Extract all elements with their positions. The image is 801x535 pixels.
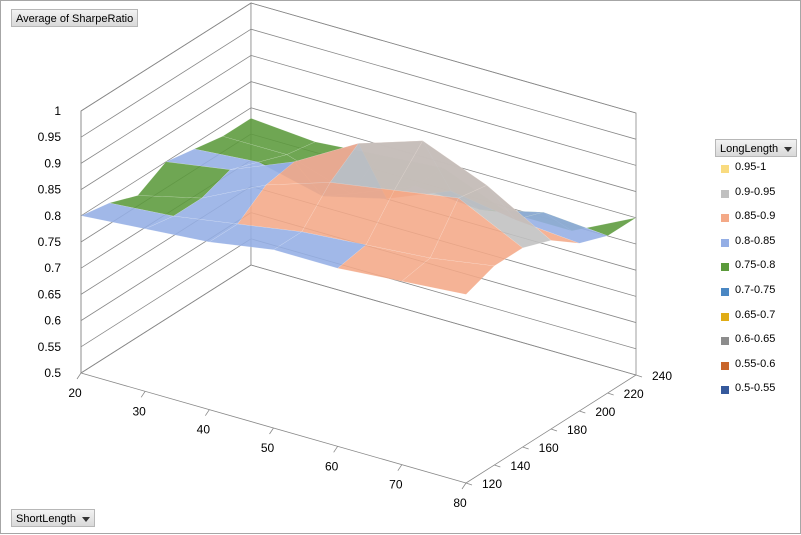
surface-mesh xyxy=(80,118,637,295)
legend-item: 0.8-0.85 xyxy=(719,235,799,260)
values-field-button[interactable]: Average of SharpeRatio xyxy=(11,9,139,27)
surface-patch xyxy=(514,211,609,244)
x-tick-label: 30 xyxy=(132,404,146,418)
axis-field-label: ShortLength xyxy=(16,513,76,525)
legend-label: 0.8-0.85 xyxy=(735,234,776,247)
legend-swatch xyxy=(721,165,729,173)
y-tick-mark xyxy=(607,392,614,396)
legend: 0.95-1 0.9-0.95 0.85-0.9 0.8-0.85 0.75-0.8 0.… xyxy=(719,161,799,407)
x-tick-label: 70 xyxy=(389,478,403,492)
legend-label: 0.7-0.75 xyxy=(735,283,776,296)
chevron-down-icon xyxy=(81,516,90,522)
x-tick-label: 20 xyxy=(68,386,82,400)
z-tick-label: 0.6 xyxy=(44,314,61,328)
z-tick-label: 0.9 xyxy=(44,156,61,170)
gridline xyxy=(80,264,637,376)
legend-field-label: LongLength xyxy=(720,143,779,155)
y-tick-mark xyxy=(635,374,643,378)
legend-item: 0.95-1 xyxy=(719,161,799,186)
legend-swatch xyxy=(721,263,729,272)
z-tick-label: 0.75 xyxy=(38,235,62,249)
surface-patch xyxy=(401,257,495,295)
legend-swatch xyxy=(721,287,729,296)
gridline xyxy=(80,107,637,219)
x-tick-mark xyxy=(205,409,210,416)
legend-label: 0.95-1 xyxy=(735,161,767,173)
legend-swatch xyxy=(721,361,729,370)
z-tick-label: 0.7 xyxy=(44,261,61,275)
legend-label: 0.55-0.6 xyxy=(735,357,776,370)
y-tick-label: 120 xyxy=(482,477,502,491)
legend-swatch xyxy=(721,238,729,247)
axis-field-button[interactable]: ShortLength xyxy=(11,509,95,527)
y-tick-mark xyxy=(494,464,501,468)
legend-item: 0.85-0.9 xyxy=(719,210,799,235)
x-tick-label: 50 xyxy=(261,441,275,455)
legend-label: 0.6-0.65 xyxy=(735,333,776,346)
z-tick-label: 0.8 xyxy=(44,209,61,223)
chevron-down-icon xyxy=(784,146,793,152)
y-tick-mark xyxy=(550,428,558,432)
z-tick-label: 0.65 xyxy=(38,287,62,301)
y-tick-label: 180 xyxy=(567,423,587,437)
gridline xyxy=(80,81,637,192)
y-tick-mark xyxy=(522,446,529,450)
legend-swatch xyxy=(721,189,729,198)
x-tick-mark xyxy=(461,482,467,490)
y-tick-label: 220 xyxy=(624,387,644,401)
x-tick-label: 80 xyxy=(453,496,467,510)
x-tick-label: 40 xyxy=(197,423,211,437)
z-tick-label: 0.5 xyxy=(44,366,61,380)
y-tick-label: 140 xyxy=(510,459,530,473)
x-tick-mark xyxy=(333,446,338,453)
z-tick-label: 0.85 xyxy=(38,183,62,197)
gridline xyxy=(80,2,637,114)
z-tick-label: 1 xyxy=(54,104,61,118)
legend-item: 0.55-0.6 xyxy=(719,358,799,383)
legend-label: 0.75-0.8 xyxy=(735,259,776,272)
x-tick-mark xyxy=(76,372,82,380)
legend-label: 0.85-0.9 xyxy=(735,210,776,223)
legend-swatch xyxy=(721,214,729,223)
legend-item: 0.5-0.55 xyxy=(719,382,799,407)
x-tick-label: 60 xyxy=(325,459,339,473)
legend-field-button[interactable]: LongLength xyxy=(715,139,798,157)
gridline xyxy=(80,28,637,140)
legend-swatch xyxy=(721,337,729,346)
legend-label: 0.5-0.55 xyxy=(735,382,776,395)
legend-item: 0.7-0.75 xyxy=(719,284,799,309)
values-field-label: Average of SharpeRatio xyxy=(16,13,134,25)
legend-item: 0.65-0.7 xyxy=(719,309,799,334)
tick-labels: 0.50.550.60.650.70.750.80.850.90.9512030… xyxy=(38,104,673,510)
y-tick-label: 160 xyxy=(539,441,559,455)
gridline xyxy=(80,54,637,166)
x-tick-mark xyxy=(269,427,274,435)
legend-swatch xyxy=(721,386,729,395)
x-tick-mark xyxy=(140,391,146,398)
legend-item: 0.9-0.95 xyxy=(719,186,799,211)
legend-item: 0.6-0.65 xyxy=(719,333,799,358)
z-tick-label: 0.55 xyxy=(38,340,62,354)
z-tick-label: 0.95 xyxy=(38,130,62,144)
legend-label: 0.9-0.95 xyxy=(735,185,776,198)
y-tick-mark xyxy=(465,482,473,486)
legend-item: 0.75-0.8 xyxy=(719,259,799,284)
x-tick-mark xyxy=(397,464,403,471)
y-tick-label: 240 xyxy=(652,369,672,383)
legend-swatch xyxy=(721,312,729,321)
surface-patch xyxy=(458,185,552,249)
y-tick-label: 200 xyxy=(595,405,615,419)
y-tick-mark xyxy=(579,410,586,414)
legend-label: 0.65-0.7 xyxy=(735,308,776,321)
